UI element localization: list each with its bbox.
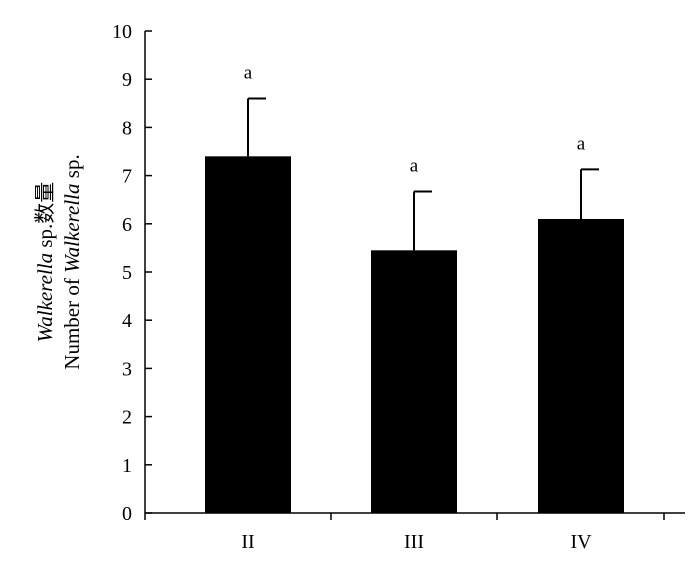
x-axis: II III IV bbox=[144, 512, 685, 553]
y-tick-label-3: 3 bbox=[122, 358, 132, 380]
y-axis-title-line-1: Walkerella sp.数量 bbox=[33, 182, 57, 343]
y-tick-label-8: 8 bbox=[122, 117, 132, 139]
y-axis-title: Walkerella sp.数量 Number of Walkerella sp… bbox=[33, 154, 84, 369]
y-tick-label-5: 5 bbox=[122, 262, 132, 284]
y-tick-label-2: 2 bbox=[122, 407, 132, 429]
y-tick-label-9: 9 bbox=[122, 69, 132, 91]
x-tick-label-0: II bbox=[241, 531, 254, 553]
y-axis-title-line-1-italic: Walkerella bbox=[33, 253, 57, 342]
y-tick-label-0: 0 bbox=[122, 503, 132, 525]
x-tick-label-2: IV bbox=[570, 531, 592, 553]
error-bars-group bbox=[247, 97, 599, 251]
y-tick-label-4: 4 bbox=[122, 310, 132, 332]
bars-group bbox=[205, 156, 624, 514]
bar-1 bbox=[371, 250, 457, 513]
bar-0 bbox=[205, 156, 291, 513]
y-axis-title-line-2-prefix: Number of bbox=[60, 273, 84, 370]
y-tick-label-10: 10 bbox=[112, 21, 132, 43]
significance-label-0: a bbox=[244, 62, 253, 83]
significance-label-2: a bbox=[577, 133, 586, 154]
y-tick-label-7: 7 bbox=[122, 166, 132, 188]
y-tick-label-1: 1 bbox=[122, 455, 132, 477]
x-tick-label-1: III bbox=[404, 531, 424, 553]
y-axis-title-line-2-suffix: sp. bbox=[60, 154, 84, 183]
y-tick-label-6: 6 bbox=[122, 214, 132, 236]
y-axis-title-line-2-italic: Walkerella bbox=[60, 183, 84, 272]
bar-2 bbox=[538, 218, 624, 514]
significance-label-1: a bbox=[410, 156, 419, 177]
y-axis: 0 1 2 3 4 5 6 7 8 9 10 bbox=[112, 21, 152, 525]
y-axis-title-line-1-rest: sp.数量 bbox=[33, 182, 57, 253]
y-axis-title-line-2: Number of Walkerella sp. bbox=[60, 154, 84, 369]
significance-labels-group: a a a bbox=[244, 62, 586, 176]
